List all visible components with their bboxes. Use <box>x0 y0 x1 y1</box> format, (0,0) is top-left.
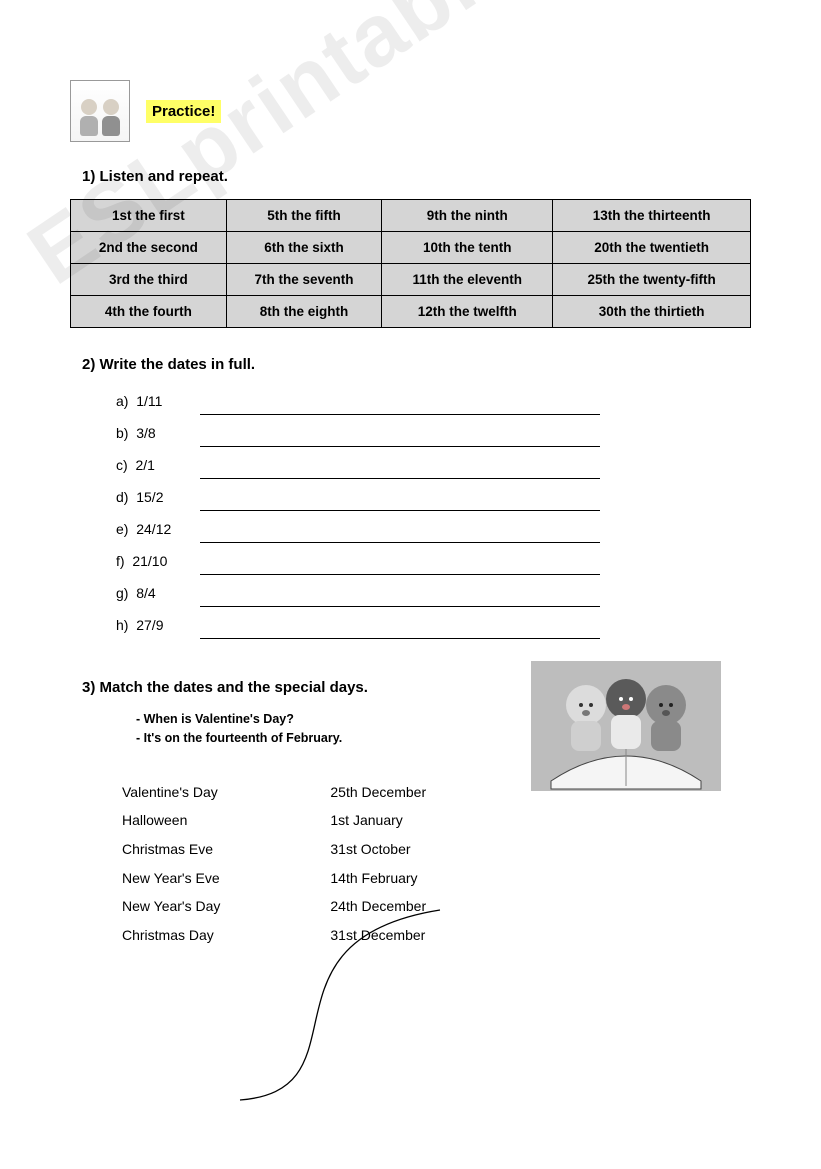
match-item: 31st October <box>330 835 426 864</box>
children-reading-icon <box>531 661 721 791</box>
children-icon <box>70 80 130 142</box>
fill-blank[interactable] <box>200 560 600 575</box>
fill-blank[interactable] <box>200 624 600 639</box>
match-item: New Year's Day <box>122 892 220 921</box>
section1-title: 1) Listen and repeat. <box>82 168 751 185</box>
match-item: 1st January <box>330 806 426 835</box>
table-cell: 11th the eleventh <box>382 264 553 296</box>
table-cell: 9th the ninth <box>382 200 553 232</box>
match-item: 24th December <box>330 892 426 921</box>
ordinals-table: 1st the first 5th the fifth 9th the nint… <box>70 199 751 328</box>
table-cell: 20th the twentieth <box>553 232 751 264</box>
table-cell: 25th the twenty-fifth <box>553 264 751 296</box>
practice-label: Practice! <box>146 100 221 123</box>
list-item: a) 1/11 <box>116 387 751 415</box>
match-item: 14th February <box>330 864 426 893</box>
header: Practice! <box>70 80 751 142</box>
fill-blank[interactable] <box>200 400 600 415</box>
fill-blank[interactable] <box>200 496 600 511</box>
fill-blank[interactable] <box>200 592 600 607</box>
table-cell: 12th the twelfth <box>382 296 553 328</box>
match-columns: Valentine's Day Halloween Christmas Eve … <box>122 778 751 950</box>
table-cell: 1st the first <box>71 200 227 232</box>
list-item: f) 21/10 <box>116 547 751 575</box>
match-item: New Year's Eve <box>122 864 220 893</box>
table-cell: 4th the fourth <box>71 296 227 328</box>
table-cell: 7th the seventh <box>226 264 382 296</box>
list-item: c) 2/1 <box>116 451 751 479</box>
match-left-column: Valentine's Day Halloween Christmas Eve … <box>122 778 220 950</box>
list-item: h) 27/9 <box>116 611 751 639</box>
table-cell: 10th the tenth <box>382 232 553 264</box>
list-item: d) 15/2 <box>116 483 751 511</box>
fill-blank[interactable] <box>200 464 600 479</box>
match-item: Christmas Day <box>122 921 220 950</box>
match-right-column: 25th December 1st January 31st October 1… <box>330 778 426 950</box>
table-cell: 5th the fifth <box>226 200 382 232</box>
table-cell: 13th the thirteenth <box>553 200 751 232</box>
section2-title: 2) Write the dates in full. <box>82 356 751 373</box>
page: ESLprintables.com Practice! 1) Listen an… <box>0 0 821 990</box>
list-item: g) 8/4 <box>116 579 751 607</box>
table-cell: 3rd the third <box>71 264 227 296</box>
match-item: 31st December <box>330 921 426 950</box>
table-cell: 6th the sixth <box>226 232 382 264</box>
section3: 3) Match the dates and the special days.… <box>82 679 751 950</box>
match-item: Christmas Eve <box>122 835 220 864</box>
match-item: Halloween <box>122 806 220 835</box>
list-item: b) 3/8 <box>116 419 751 447</box>
match-item: 25th December <box>330 778 426 807</box>
table-cell: 2nd the second <box>71 232 227 264</box>
match-item: Valentine's Day <box>122 778 220 807</box>
list-item: e) 24/12 <box>116 515 751 543</box>
fill-blank[interactable] <box>200 432 600 447</box>
fill-blank[interactable] <box>200 528 600 543</box>
table-cell: 8th the eighth <box>226 296 382 328</box>
table-cell: 30th the thirtieth <box>553 296 751 328</box>
dates-list: a) 1/11 b) 3/8 c) 2/1 d) 15/2 e) 24/12 f… <box>116 387 751 639</box>
